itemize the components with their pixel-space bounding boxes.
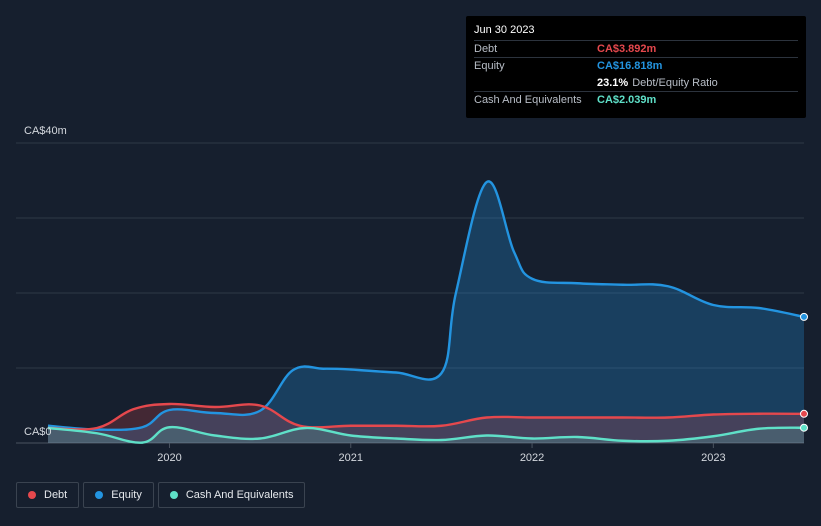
tooltip-value: CA$3.892m [597, 43, 657, 55]
tooltip-label [474, 75, 597, 91]
y-axis-top-label: CA$40m [24, 125, 67, 137]
tooltip-label: Debt [474, 43, 498, 55]
endpoint-debt [800, 409, 808, 418]
x-tick-label: 2020 [157, 452, 181, 464]
line-cash-and-equivalents [47, 425, 805, 444]
tooltip-row-cash: Cash And Equivalents CA$2.039m [474, 91, 798, 108]
endpoint-cash-and-equivalents [800, 423, 808, 432]
series-lines [47, 180, 805, 444]
tooltip-label: Equity [474, 60, 505, 72]
area-equity [48, 181, 804, 443]
x-tick-label: 2022 [520, 452, 544, 464]
tooltip-date: Jun 30 2023 [474, 24, 535, 36]
tooltip-row-equity: Equity CA$16.818m [474, 57, 798, 74]
tooltip-value: 23.1% [597, 77, 629, 89]
tooltip-row-debt: Debt CA$3.892m [474, 40, 798, 57]
legend-dot-icon [28, 491, 36, 499]
grid-lines [16, 142, 804, 444]
tooltip-label: Cash And Equivalents [474, 94, 582, 106]
tooltip-row-ratio: 23.1% Debt/Equity Ratio [474, 74, 798, 91]
series-endpoints [800, 312, 808, 432]
x-tick-label: 2021 [339, 452, 363, 464]
y-axis-bottom-label: CA$0 [24, 426, 52, 438]
tooltip-value: CA$16.818m [597, 60, 663, 72]
legend-item-debt[interactable]: Debt [16, 482, 80, 508]
tooltip-value: CA$2.039m [597, 94, 657, 106]
legend-item-cash[interactable]: Cash And Equivalents [157, 482, 306, 508]
line-equity [47, 180, 805, 432]
line-debt [47, 402, 805, 431]
endpoint-equity [800, 312, 808, 321]
chart-legend: Debt Equity Cash And Equivalents [16, 482, 306, 508]
legend-dot-icon [95, 491, 104, 499]
x-axis-ticks: 2020 2021 2022 2023 [157, 443, 726, 464]
tooltip-ratio-label: Debt/Equity Ratio [632, 77, 718, 89]
legend-label: Equity [111, 489, 142, 501]
legend-item-equity[interactable]: Equity [83, 482, 154, 508]
x-tick-label: 2023 [701, 452, 725, 464]
legend-label: Cash And Equivalents [185, 489, 294, 501]
data-tooltip: Jun 30 2023 Debt CA$3.892m Equity CA$16.… [466, 16, 806, 118]
legend-dot-icon [169, 491, 178, 499]
legend-label: Debt [44, 489, 68, 501]
